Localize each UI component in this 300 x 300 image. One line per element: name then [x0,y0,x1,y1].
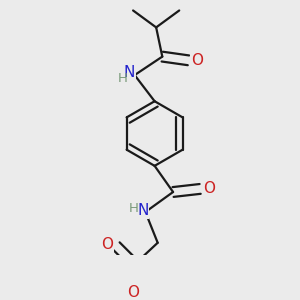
Text: O: O [101,237,113,252]
Text: N: N [123,65,135,80]
Text: N: N [137,203,148,218]
Text: H: H [129,202,139,215]
Text: O: O [203,181,215,196]
Text: O: O [128,285,140,300]
Text: H: H [118,72,128,85]
Text: O: O [191,53,203,68]
